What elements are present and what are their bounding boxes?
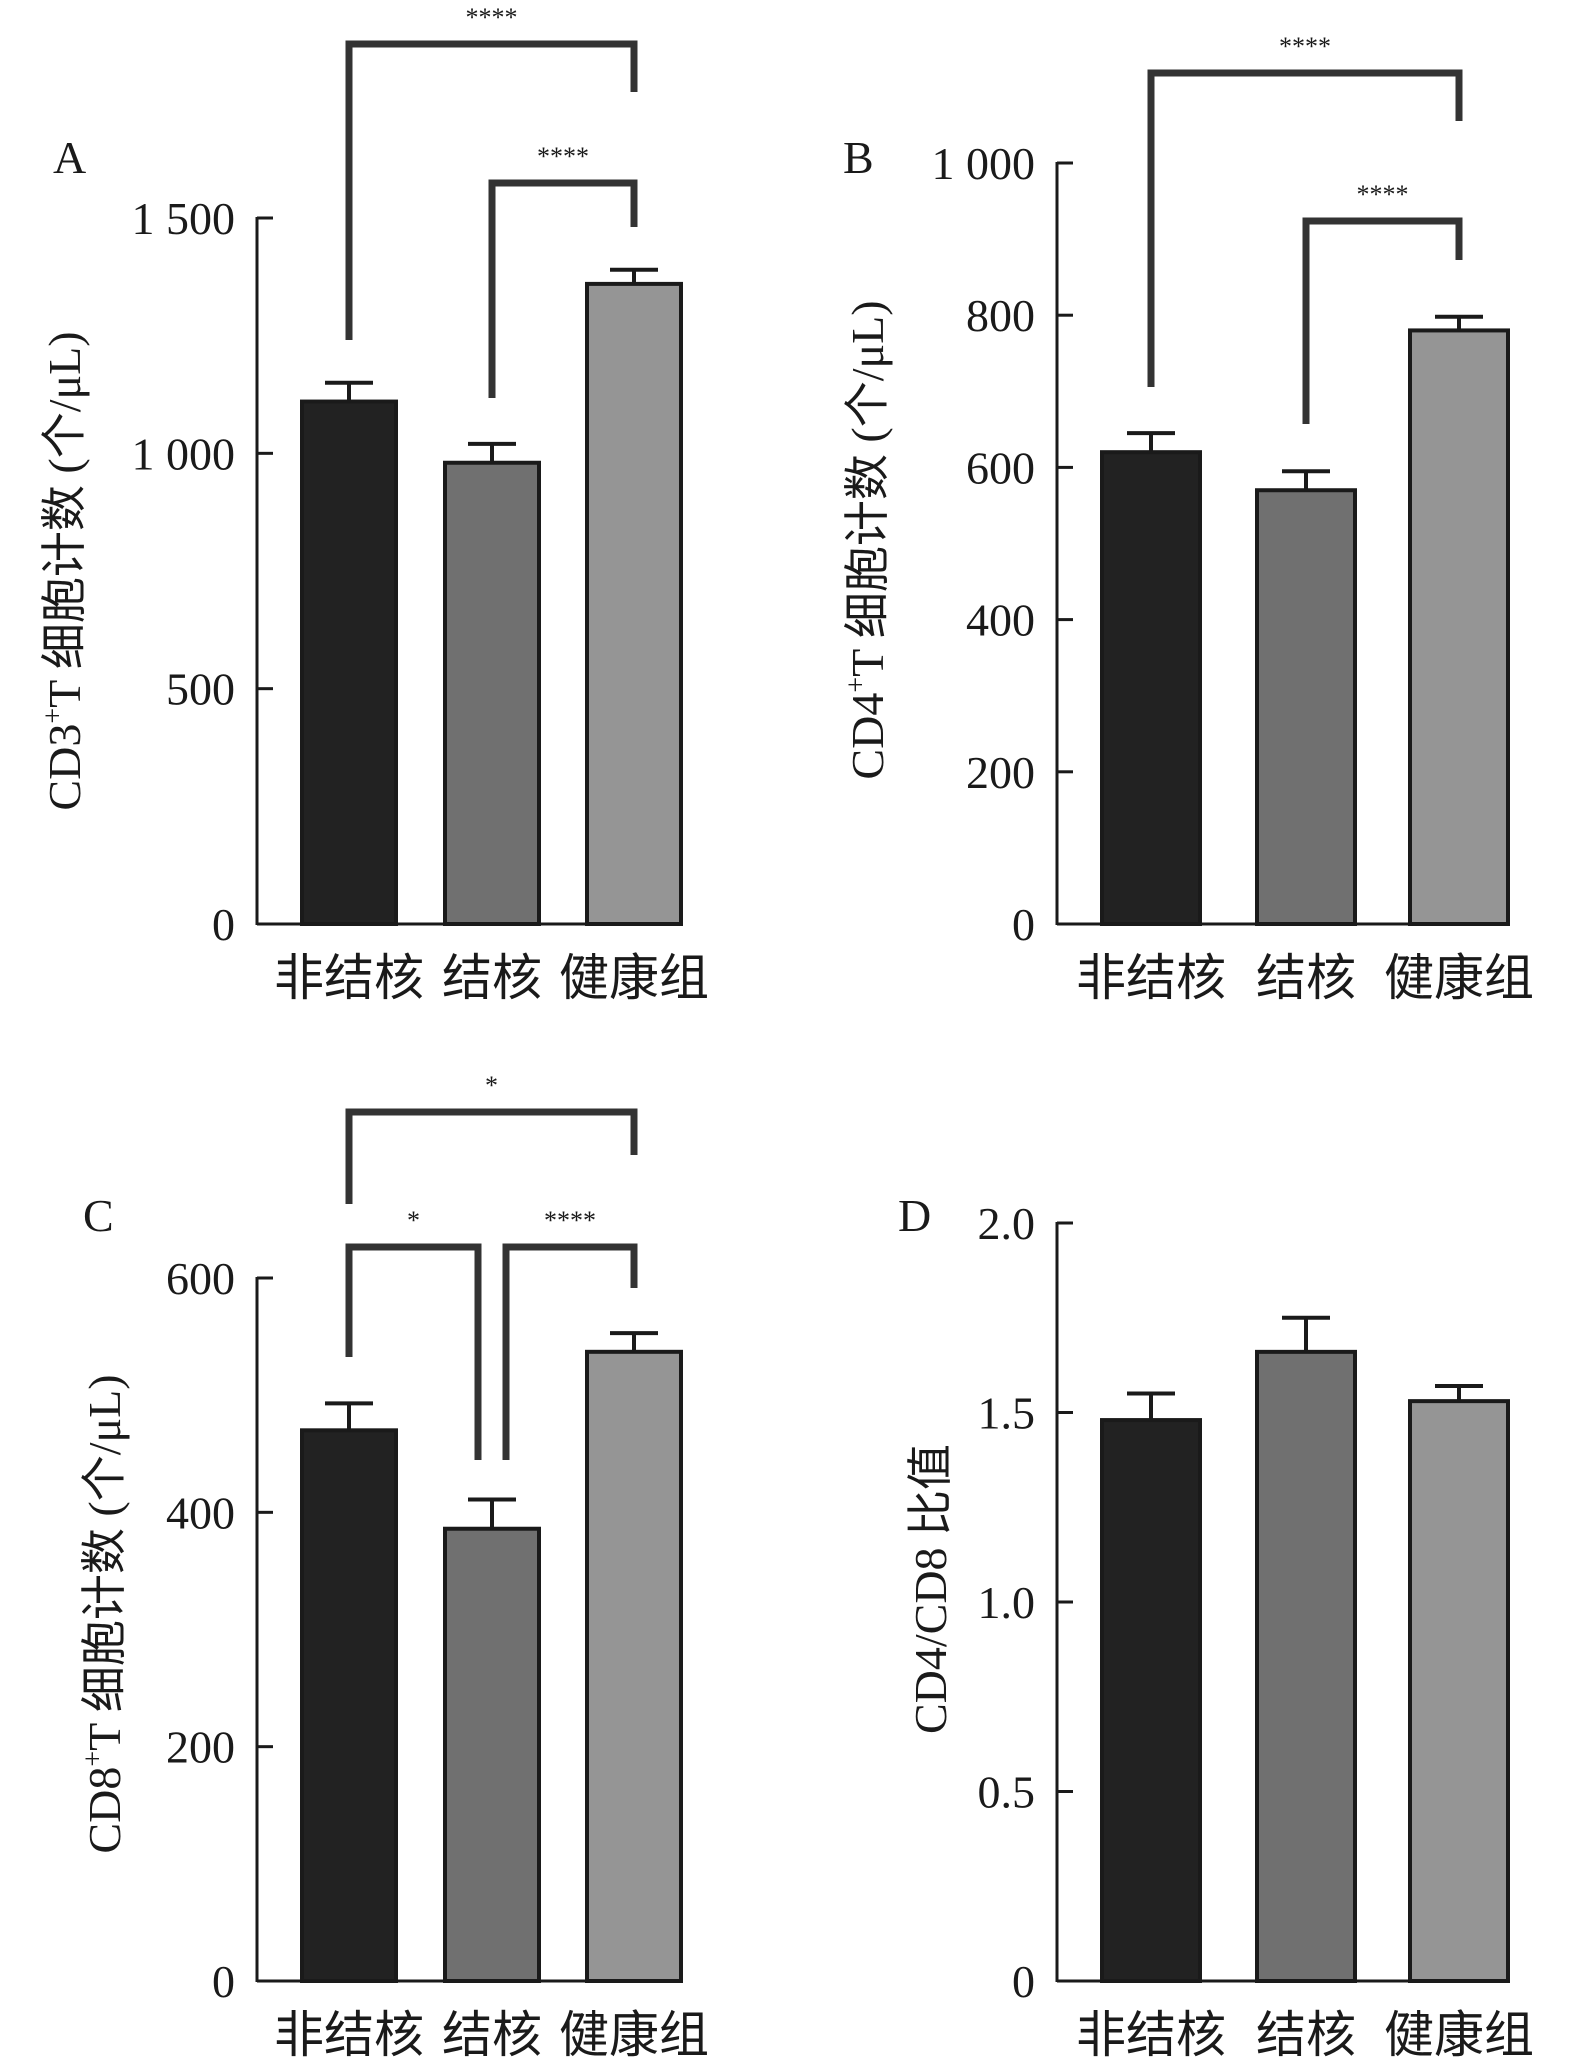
panel-letter: C (83, 1190, 114, 1241)
significance-label: **** (466, 3, 518, 32)
y-tick-label: 600 (166, 1253, 235, 1304)
significance-bracket (345, 1108, 638, 1204)
y-tick-label: 1.0 (978, 1577, 1036, 1628)
y-tick-label: 0 (212, 899, 235, 950)
category-label: 非结核 (274, 950, 424, 1006)
category-label: 健康组 (559, 2007, 709, 2063)
bar (1408, 328, 1510, 927)
category-label: 健康组 (559, 950, 709, 1006)
y-axis-title-rest: T 细胞计数 (个/μL) (39, 331, 90, 707)
significance-label: **** (1357, 180, 1409, 209)
y-tick-label: 400 (966, 595, 1035, 646)
y-axis-title: CD8+T 细胞计数 (个/μL) (78, 1374, 130, 1853)
bar (1255, 488, 1357, 926)
y-tick-label: 200 (966, 747, 1035, 798)
y-tick-label: 1.5 (978, 1388, 1036, 1439)
significance-bracket (502, 1243, 638, 1460)
significance-bracket (345, 1243, 482, 1460)
bar (1100, 1418, 1202, 1983)
panel-letter: D (898, 1190, 931, 1241)
significance-label: **** (537, 142, 589, 171)
category-label: 结核 (442, 950, 542, 1006)
category-label: 结核 (1256, 2007, 1356, 2063)
panel-b: B 0 200 400 600 800 1 000 CD4+T 细胞计数 (个/μL) 非结核结… (841, 32, 1534, 1006)
y-axis-title-superscript: + (841, 677, 872, 693)
category-label: 结核 (1256, 950, 1356, 1006)
y-tick-label: 1 000 (132, 428, 236, 479)
y-tick-label: 500 (166, 664, 235, 715)
y-axis-title-main: CD4 (842, 693, 893, 780)
panel-letter: B (843, 132, 874, 183)
y-axis-title: CD4+T 细胞计数 (个/μL) (841, 300, 893, 779)
y-axis-title-rest: T 细胞计数 (个/μL) (842, 300, 893, 676)
bar (585, 281, 683, 927)
significance-label: **** (1279, 32, 1331, 61)
y-axis-title-rest: T 细胞计数 (个/μL) (79, 1374, 130, 1750)
significance-bracket (1147, 69, 1463, 387)
y-axis-title-main: CD3 (39, 724, 90, 811)
y-axis-title-superscript: + (78, 1751, 109, 1767)
y-tick-label: 1 000 (932, 138, 1036, 189)
significance-bracket (345, 40, 638, 340)
category-label: 结核 (442, 2007, 542, 2063)
y-axis-title: CD3+T 细胞计数 (个/μL) (38, 331, 90, 810)
category-label: 非结核 (274, 2007, 424, 2063)
y-tick-label: 2.0 (978, 1198, 1036, 1249)
bar (1255, 1349, 1357, 1983)
y-tick-label: 200 (166, 1722, 235, 1773)
y-tick-label: 0 (1012, 1956, 1035, 2007)
significance-label: **** (544, 1206, 596, 1235)
y-tick-label: 0 (1012, 899, 1035, 950)
category-label: 健康组 (1384, 2007, 1534, 2063)
significance-bracket (1302, 217, 1463, 424)
y-axis-title: CD4/CD8 比值 (905, 1444, 956, 1734)
category-label: 非结核 (1076, 950, 1226, 1006)
bar (300, 1428, 398, 1983)
category-label: 非结核 (1076, 2007, 1226, 2063)
bar (443, 1526, 541, 1984)
bar (300, 399, 398, 926)
y-axis-title-superscript: + (38, 708, 69, 724)
y-tick-label: 0 (212, 1956, 235, 2007)
significance-bracket (488, 179, 638, 398)
significance-label: * (407, 1206, 420, 1235)
panel-letter: A (53, 132, 86, 183)
y-axis-title-main: CD8 (79, 1767, 130, 1854)
y-tick-label: 600 (966, 442, 1035, 493)
y-tick-label: 0.5 (978, 1767, 1036, 1818)
significance-label: * (485, 1071, 498, 1100)
y-tick-label: 400 (166, 1487, 235, 1538)
bar (1100, 450, 1202, 926)
panel-a: A 0 500 1 000 1 500 CD3+T 细胞计数 (个/μL) 非结核 结核 健康组… (38, 3, 709, 1006)
bar (1408, 1399, 1510, 1983)
y-axis-title-main: CD4/CD8 比值 (905, 1444, 956, 1734)
bar (585, 1349, 683, 1983)
y-tick-label: 1 500 (132, 193, 236, 244)
y-tick-label: 800 (966, 290, 1035, 341)
bar (443, 460, 541, 926)
category-label: 健康组 (1384, 950, 1534, 1006)
